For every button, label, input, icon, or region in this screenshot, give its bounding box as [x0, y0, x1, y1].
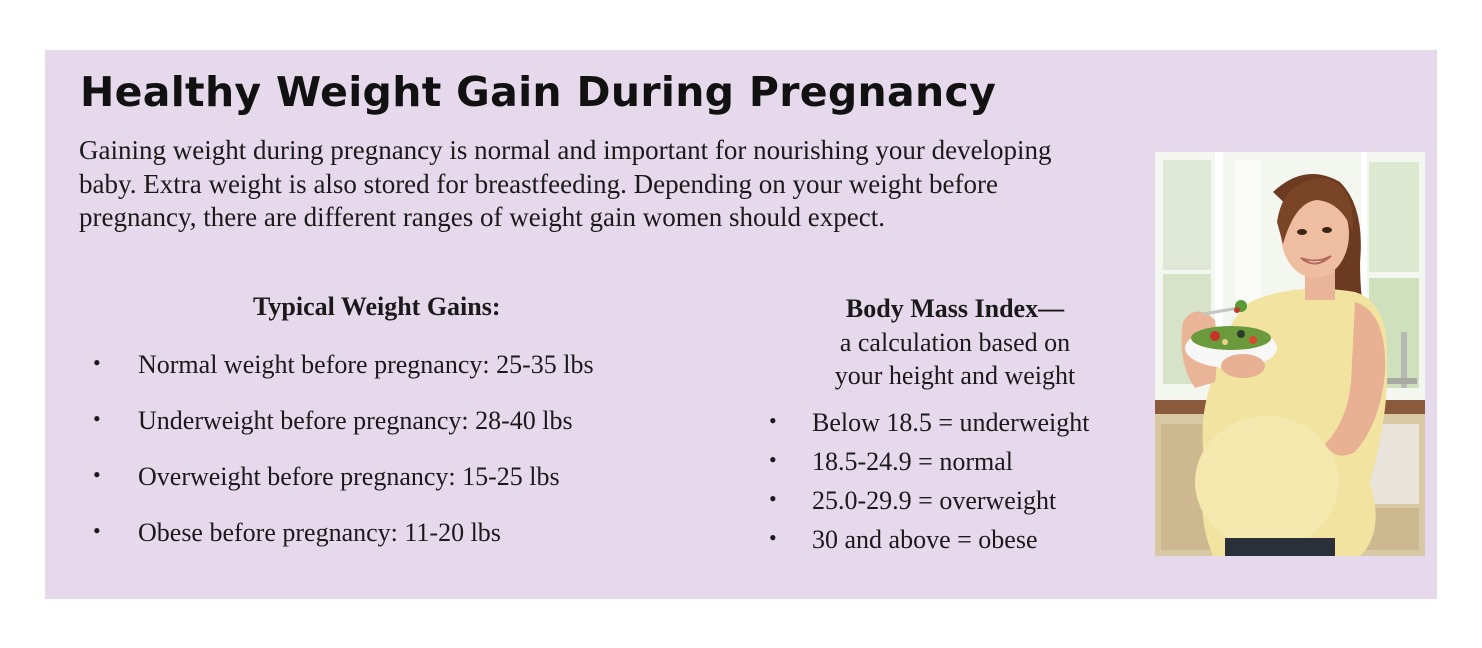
bullet-icon: • — [93, 518, 101, 543]
typical-gains-heading: Typical Weight Gains: — [253, 292, 501, 321]
list-item-text: Obese before pregnancy: 11-20 lbs — [138, 518, 501, 547]
bmi-subheading-line1: a calculation based on — [839, 327, 1071, 357]
bullet-icon: • — [769, 525, 777, 550]
bullet-icon: • — [93, 406, 101, 431]
list-item-text: 30 and above = obese — [812, 525, 1038, 554]
list-item-text: Underweight before pregnancy: 28-40 lbs — [138, 406, 573, 435]
list-item-text: Overweight before pregnancy: 15-25 lbs — [138, 462, 560, 491]
info-panel: Healthy Weight Gain During Pregnancy Gai… — [45, 50, 1437, 599]
page-title: Healthy Weight Gain During Pregnancy — [80, 68, 997, 116]
bullet-icon: • — [93, 462, 101, 487]
bmi-subheading-line2: your height and weight — [834, 361, 1076, 390]
bmi-heading-block: Body Mass Index— a calculation based on … — [757, 292, 1153, 393]
bullet-icon: • — [769, 408, 777, 433]
bmi-heading: Body Mass Index— — [845, 294, 1065, 323]
list-item-text: 25.0-29.9 = overweight — [812, 486, 1057, 515]
list-item-text: Normal weight before pregnancy: 25-35 lb… — [138, 350, 594, 379]
intro-paragraph: Gaining weight during pregnancy is norma… — [79, 135, 1052, 232]
bullet-icon: • — [769, 486, 777, 511]
bullet-icon: • — [93, 350, 101, 375]
pregnant-woman-photo — [1155, 152, 1425, 556]
bullet-icon: • — [769, 447, 777, 472]
list-item-text: Below 18.5 = underweight — [812, 408, 1090, 437]
list-item-text: 18.5-24.9 = normal — [812, 447, 1013, 476]
